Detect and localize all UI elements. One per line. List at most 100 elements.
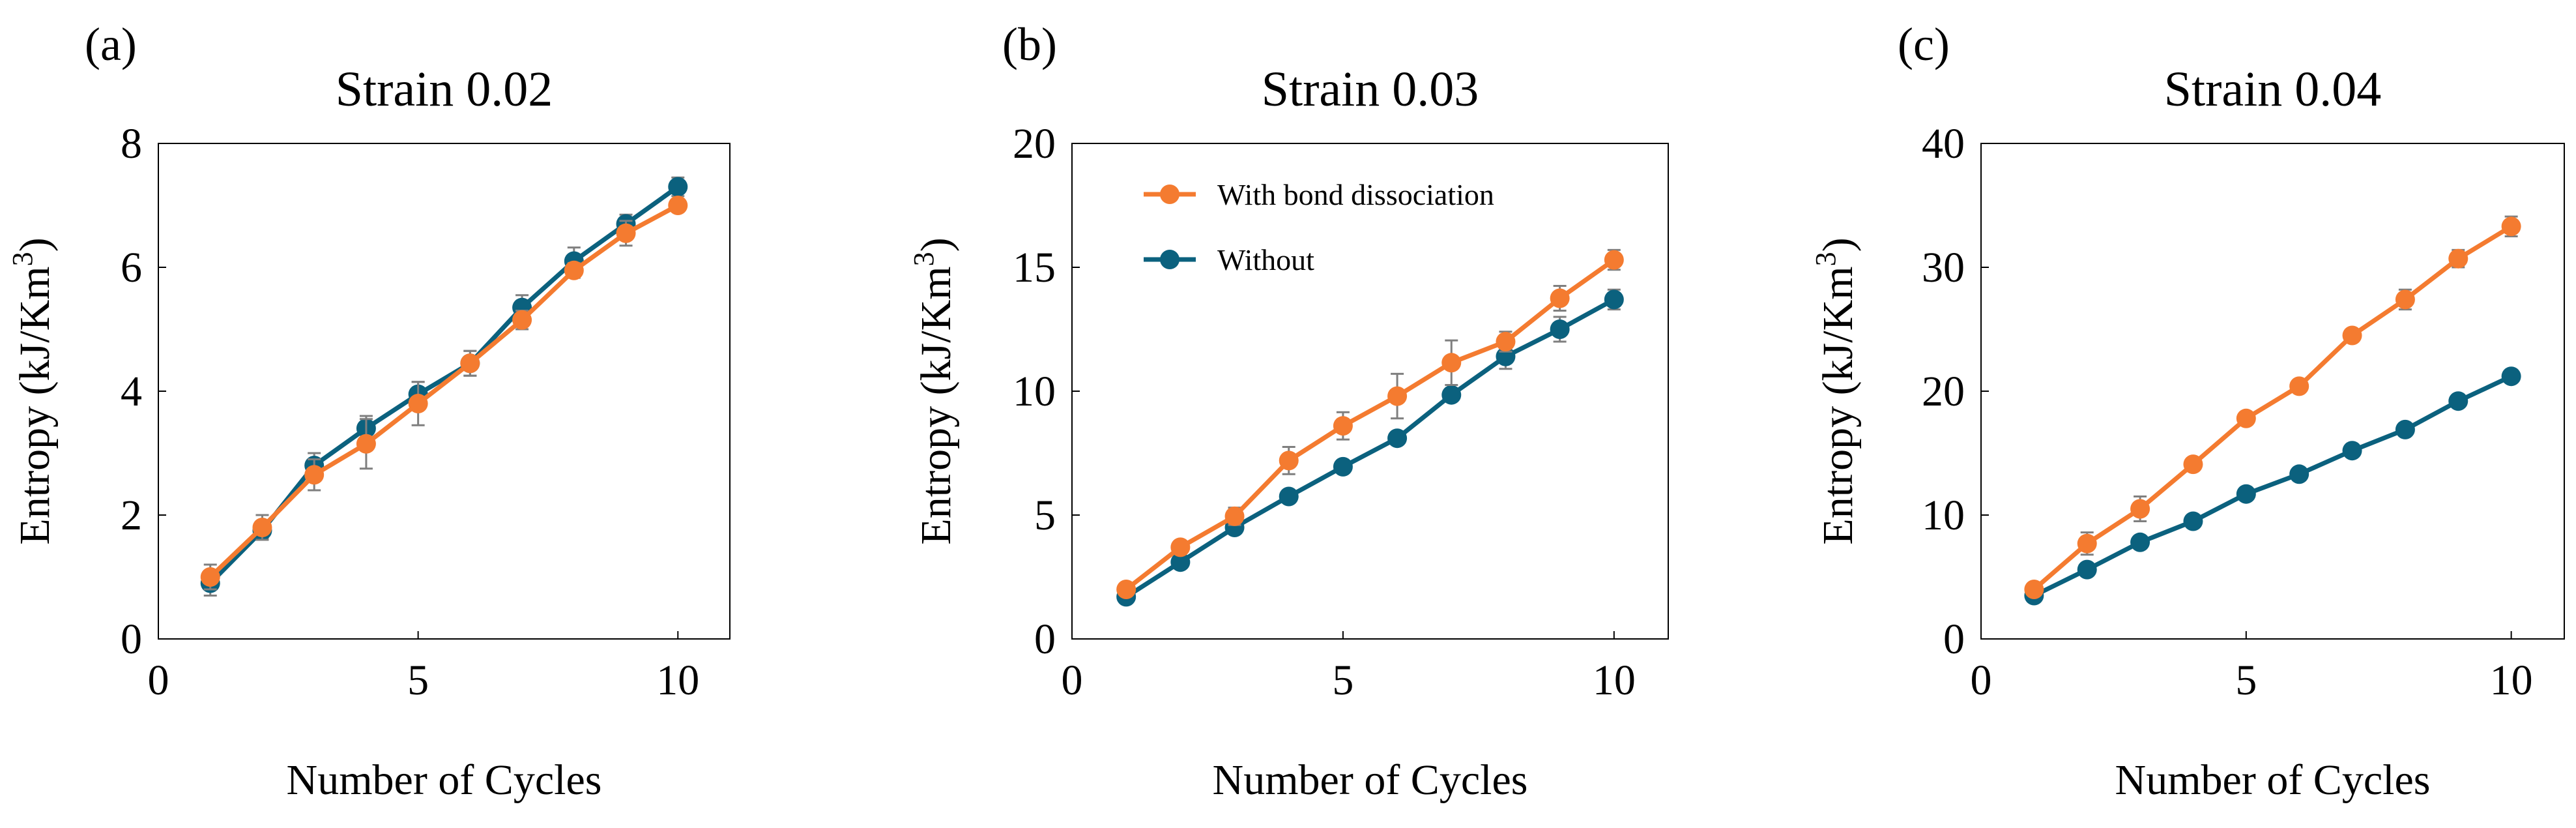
y-tick-label: 4 (121, 368, 142, 415)
x-tick-label: 5 (2235, 657, 2257, 704)
data-point (200, 567, 220, 587)
data-point (1604, 289, 1624, 310)
y-axis-label: Entropy (kJ/Km3) (908, 237, 960, 544)
data-point (668, 196, 688, 215)
panel-label: (a) (85, 18, 137, 70)
data-point (1333, 416, 1353, 436)
data-point (1550, 288, 1570, 308)
data-point (2289, 464, 2309, 484)
legend: With bond dissociation Without (1144, 178, 1494, 276)
y-axis-label-superscript: 3 (7, 252, 38, 266)
data-point (252, 518, 272, 537)
data-point (1441, 353, 1462, 373)
data-point (460, 353, 480, 374)
y-tick-label: 5 (1034, 492, 1056, 539)
y-tick-label: 0 (1943, 615, 1965, 663)
x-tick-label: 0 (1062, 657, 1083, 704)
x-axis-label: Number of Cycles (1213, 756, 1528, 804)
data-point (1170, 537, 1191, 557)
y-axis-label: Entropy (kJ/Km3) (7, 237, 59, 544)
x-tick-label: 0 (1971, 657, 1992, 704)
y-tick-label: 15 (1013, 244, 1056, 291)
chart-panel-3: (c) Strain 0.04 0 5 10 0 10 20 30 40 Number of Cyc… (1810, 18, 2565, 804)
data-point (2183, 454, 2203, 475)
y-tick-label: 8 (121, 120, 142, 168)
series-line (1125, 258, 1615, 591)
panel-label: (c) (1898, 18, 1950, 70)
data-point (1279, 451, 1299, 471)
x-tick-label: 5 (1332, 657, 1353, 704)
data-point (2395, 419, 2415, 439)
series-with-bond-dissociation (200, 196, 688, 591)
data-point (356, 434, 376, 454)
data-point (1387, 386, 1408, 406)
legend-label-with: With bond dissociation (1217, 178, 1494, 211)
x-tick-label: 10 (2490, 657, 2533, 704)
y-tick-label: 0 (1034, 615, 1056, 663)
data-point (2342, 441, 2362, 461)
y-axis-label-text: Entropy (kJ/Km (912, 266, 960, 544)
x-axis-label: Number of Cycles (287, 756, 602, 804)
series-line (2033, 374, 2513, 598)
series-with-bond-dissociation (1116, 248, 1624, 599)
series-line (209, 203, 679, 579)
y-tick-label: 2 (121, 492, 142, 539)
y-tick-label: 40 (1922, 120, 1965, 168)
data-point (1170, 552, 1191, 572)
data-point (668, 177, 688, 197)
data-point (1224, 506, 1245, 526)
series-line (1125, 297, 1615, 599)
y-tick-label: 6 (121, 244, 142, 291)
data-point (2183, 511, 2203, 531)
data-point (616, 223, 636, 243)
chart-title: Strain 0.02 (336, 62, 553, 117)
data-point (2130, 532, 2150, 552)
y-axis-label-text: Entropy (kJ/Km (11, 266, 59, 544)
y-tick-label: 20 (1922, 368, 1965, 415)
series-line (2033, 224, 2513, 591)
data-point (2077, 533, 2097, 554)
data-point (1279, 486, 1299, 507)
y-axis-label-superscript: 3 (908, 252, 940, 266)
data-point (2448, 248, 2468, 269)
data-point (2236, 408, 2256, 428)
chart-title: Strain 0.03 (1262, 62, 1479, 117)
chart-panel-1: (a) Strain 0.02 0 5 10 0 2 4 6 8 Number of Cycles E… (7, 18, 731, 804)
data-point (1550, 319, 1570, 339)
series-without (1116, 288, 1624, 607)
data-point (2342, 325, 2362, 346)
y-axis-label-close: ) (11, 237, 59, 252)
x-tick-label: 5 (407, 657, 429, 704)
y-tick-label: 20 (1013, 120, 1056, 168)
data-point (2501, 216, 2521, 237)
chart-title: Strain 0.04 (2164, 62, 2382, 117)
data-point (1604, 250, 1624, 270)
x-tick-label: 10 (656, 657, 699, 704)
data-point (2289, 376, 2309, 396)
data-point (2077, 559, 2097, 580)
data-point (2448, 391, 2468, 411)
legend-marker-with (1160, 185, 1179, 204)
y-tick-label: 10 (1013, 368, 1056, 415)
data-point (408, 394, 428, 413)
y-axis-label: Entropy (kJ/Km3) (1810, 237, 1862, 544)
data-point (1496, 332, 1516, 351)
legend-label-without: Without (1217, 243, 1314, 276)
data-point (2501, 366, 2521, 387)
data-point (564, 260, 584, 280)
x-axis-label: Number of Cycles (2115, 756, 2431, 804)
y-tick-label: 30 (1922, 244, 1965, 291)
y-axis-label-close: ) (912, 237, 960, 252)
data-point (1387, 428, 1408, 449)
data-point (2130, 499, 2150, 519)
plot-frame (158, 143, 731, 640)
data-point (1333, 456, 1353, 477)
y-axis-label-close: ) (1814, 237, 1862, 252)
y-axis-label-text: Entropy (kJ/Km (1814, 266, 1862, 544)
data-point (2395, 289, 2415, 310)
data-point (1441, 385, 1462, 405)
data-point (2236, 484, 2256, 504)
y-tick-label: 10 (1922, 492, 1965, 539)
data-point (1116, 580, 1136, 599)
